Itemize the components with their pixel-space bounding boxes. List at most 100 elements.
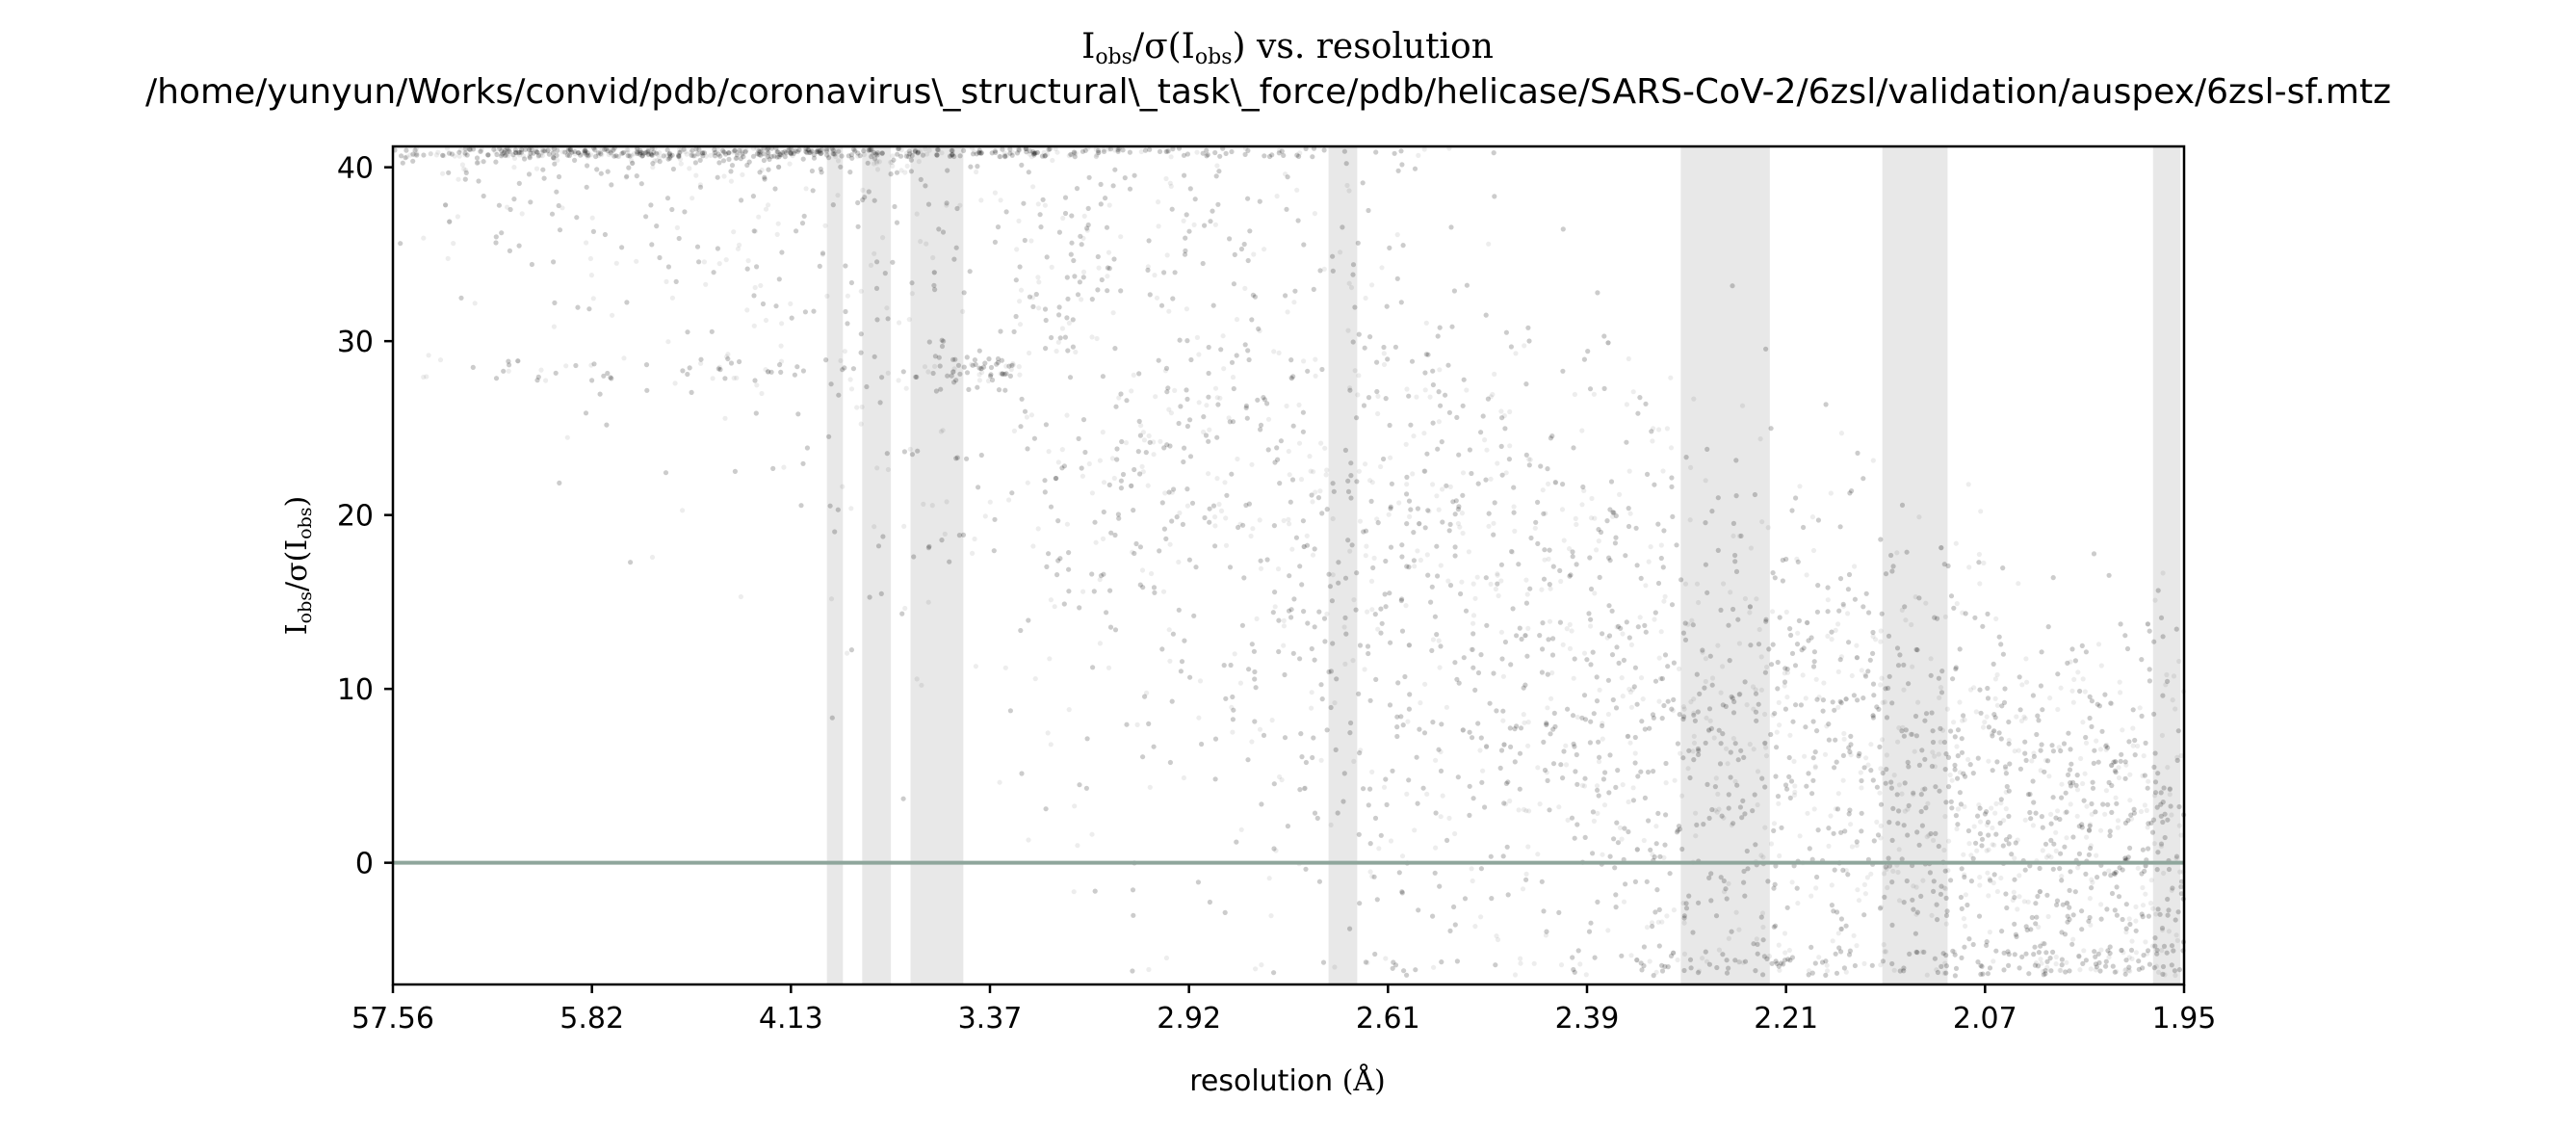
data-point [1080,589,1086,594]
data-point [1166,407,1172,412]
data-point [455,214,460,220]
data-point [1693,833,1699,839]
data-point [629,157,635,164]
data-point [1941,970,1947,976]
data-point [516,180,522,186]
data-point [885,466,892,473]
data-point [1824,723,1830,729]
data-point [527,154,533,160]
data-point [2143,939,2148,945]
data-point [1137,471,1143,477]
data-point [2070,936,2076,942]
data-point [2031,753,2037,760]
data-point [634,258,639,264]
data-point [2017,873,2022,879]
data-point [1640,696,1646,702]
data-point [519,211,525,217]
data-point [1324,611,1330,616]
data-point [1747,742,1753,748]
data-point [1878,628,1884,634]
data-point [690,196,695,201]
data-point [1310,552,1316,558]
data-point [1895,739,1901,745]
data-point [918,148,924,154]
data-point [585,154,590,160]
data-point [1962,803,1967,810]
data-point [1230,375,1236,380]
data-point [1403,603,1409,609]
data-point [1035,526,1041,532]
data-point [2164,671,2170,678]
data-point [2143,891,2148,897]
data-point [1264,401,1270,407]
data-point [1614,624,1620,630]
data-point [1899,607,1905,614]
data-point [1164,148,1170,154]
data-point [2113,759,2119,765]
data-point [1924,834,1930,840]
data-point [1017,372,1023,378]
data-point [1951,720,1957,725]
data-point [1511,504,1517,510]
data-point [1881,942,1886,948]
data-point [677,149,683,155]
data-point [1277,774,1283,780]
data-point [1438,814,1444,820]
data-point [1976,551,1982,558]
data-point [924,151,930,157]
data-point [1588,586,1595,592]
data-point [1765,525,1771,531]
data-point [1552,480,1558,485]
data-point [2081,948,2087,954]
data-point [880,235,886,241]
data-point [1106,249,1112,255]
data-point [1984,848,1990,853]
data-point [1538,463,1544,469]
data-point [2001,950,2007,956]
data-point [1878,823,1884,829]
data-point [1762,825,1768,830]
data-point [1694,581,1701,587]
data-point [1660,468,1666,474]
data-point [766,150,771,156]
data-point [1682,581,1689,587]
data-point [1071,889,1077,895]
data-point [2106,868,2112,874]
data-point [1399,853,1406,859]
data-point [1843,696,1849,702]
data-point [989,150,995,156]
data-point [590,228,597,234]
data-point [948,152,953,159]
data-point [970,151,976,157]
data-point [1629,687,1636,693]
data-point [1415,548,1420,554]
data-point [2159,948,2165,954]
data-point [1620,694,1626,699]
data-point [890,153,896,159]
data-point [907,446,913,452]
data-point [1651,769,1656,774]
data-point [1761,741,1767,747]
data-point [1870,715,1876,721]
data-point [1009,149,1016,155]
data-point [1287,472,1292,478]
data-point [1713,913,1720,919]
data-point [1546,556,1551,563]
data-point [940,428,946,433]
data-point [1939,545,1944,551]
data-point [2121,950,2126,956]
data-point [1936,843,1941,850]
data-point [412,152,418,158]
data-point [1986,758,1991,764]
data-point [2023,656,2029,662]
data-point [1911,792,1916,798]
data-point [1658,542,1664,548]
data-point [2114,969,2120,975]
data-point [413,146,420,152]
data-point [2082,771,2088,776]
data-point [1489,896,1495,902]
data-point [1600,721,1605,726]
data-point [1545,705,1550,711]
data-point [1963,892,1968,898]
data-point [517,146,524,152]
